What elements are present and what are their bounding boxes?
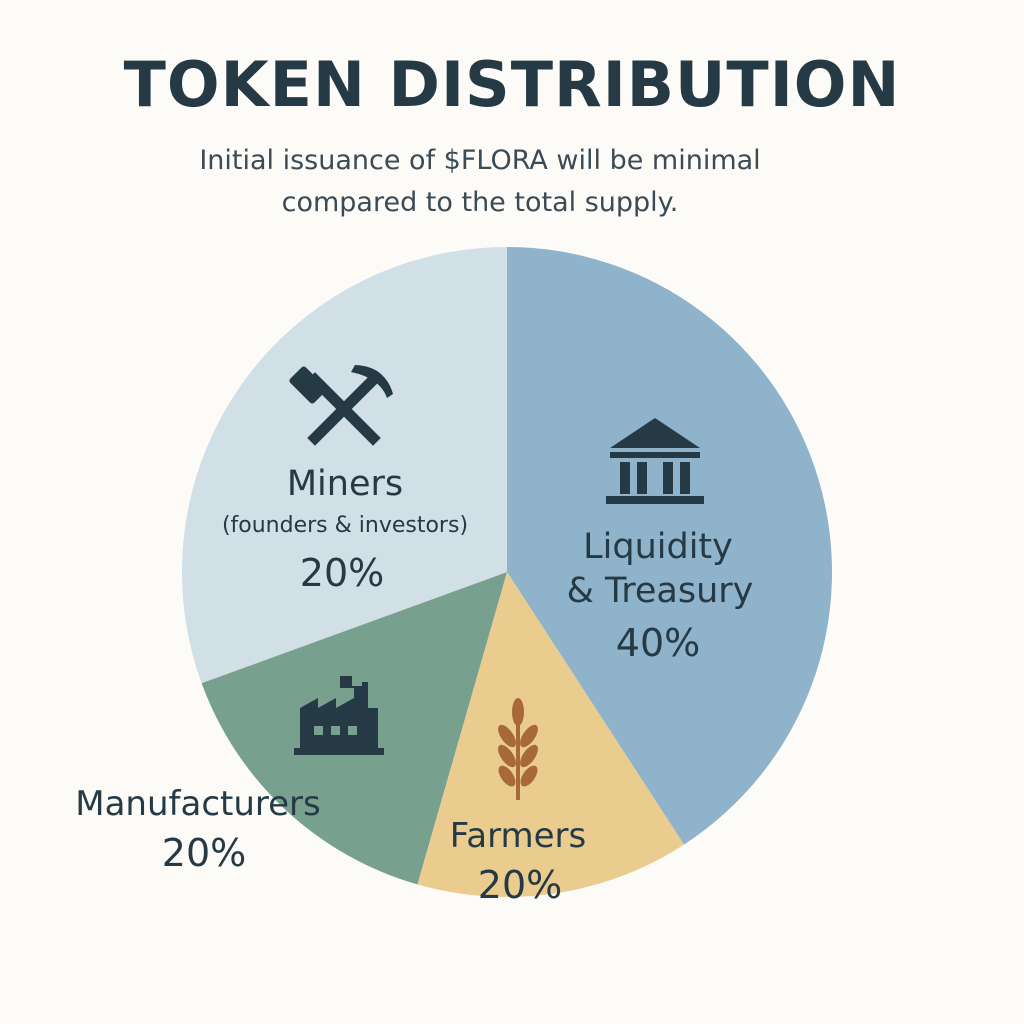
chart-subtitle: Initial issuance of $FLORA will be minim… <box>150 140 810 224</box>
slice-value-liquidity: 40% <box>616 621 700 665</box>
slice-label-farmers: Farmers <box>450 816 586 856</box>
hammer-pick-icon <box>289 365 393 446</box>
pie-slice-liquidity <box>507 247 833 845</box>
factory-icon <box>294 676 384 755</box>
slice-value-farmers: 20% <box>478 863 562 907</box>
slice-label-treasury: & Treasury <box>567 571 754 611</box>
wheat-icon <box>498 698 538 800</box>
slice-sublabel-miners: (founders & investors) <box>222 513 468 538</box>
slice-value-miners: 20% <box>300 551 384 595</box>
subtitle-line-1: Initial issuance of $FLORA will be minim… <box>199 145 761 176</box>
slice-label-miners: Miners <box>287 464 403 504</box>
pie-slices <box>181 247 833 898</box>
subtitle-line-2: compared to the total supply. <box>281 187 679 218</box>
slice-value-manufacturers: 20% <box>162 831 246 875</box>
slice-label-manufacturers: Manufacturers <box>75 784 321 824</box>
pie-slice-farmers <box>417 572 685 898</box>
chart-title: TOKEN DISTRIBUTION <box>123 48 901 121</box>
bank-icon <box>606 418 704 504</box>
slice-label-liquidity: Liquidity <box>583 527 733 567</box>
pie-slice-miners <box>181 247 508 684</box>
